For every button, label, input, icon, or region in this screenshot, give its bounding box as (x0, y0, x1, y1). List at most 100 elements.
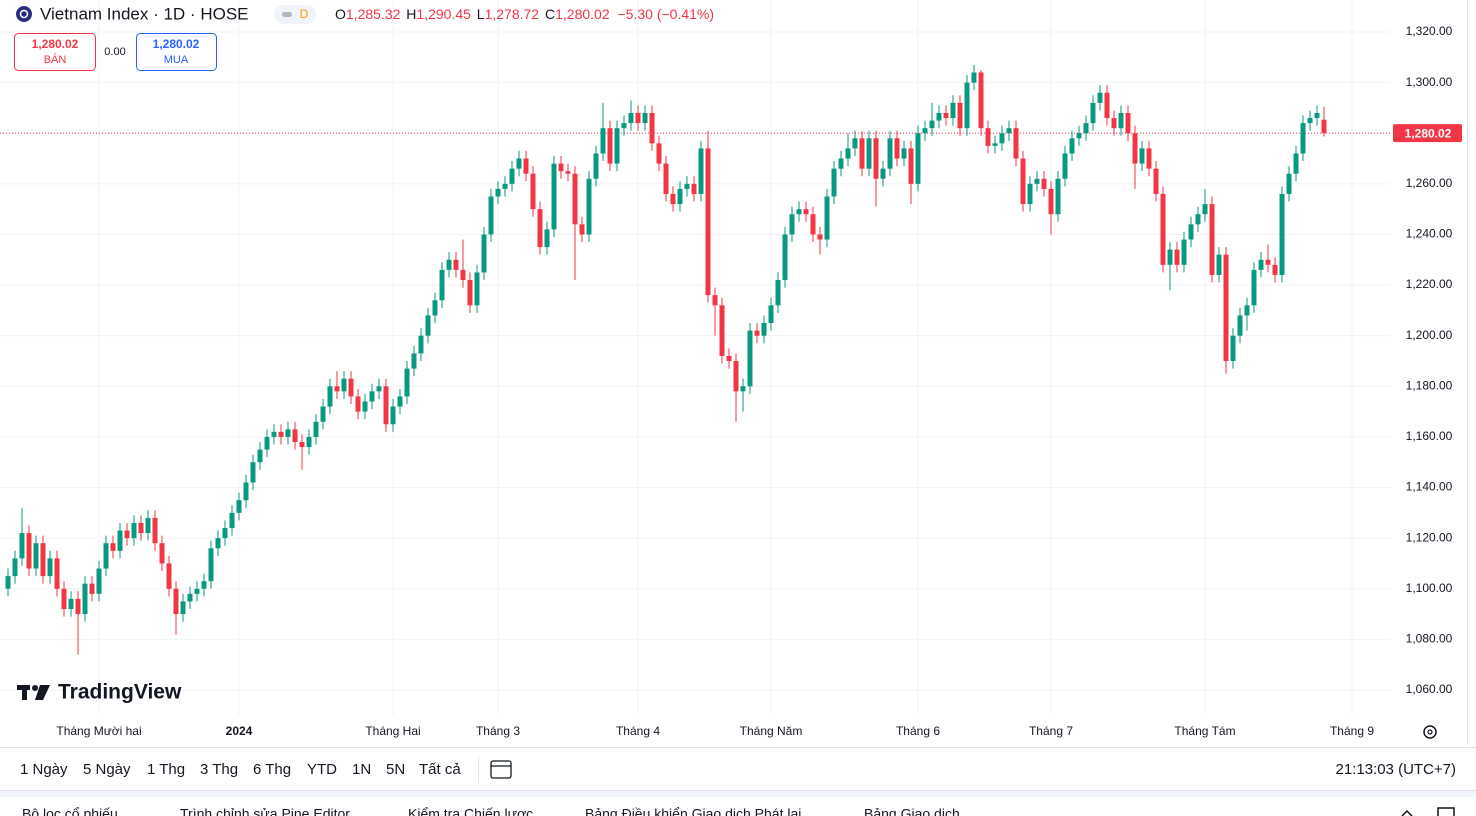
candle-body (1293, 153, 1299, 174)
candle-body (285, 429, 291, 437)
candle-body (999, 133, 1005, 144)
candle-body (824, 196, 830, 240)
badge-dot (282, 12, 292, 17)
candle-body (1048, 188, 1054, 215)
maximize-icon[interactable] (1437, 807, 1455, 816)
range-button[interactable]: 1 Ngày (20, 761, 68, 778)
candle-body (481, 234, 487, 273)
sell-button[interactable] (14, 33, 96, 71)
x-tick-label: Tháng 6 (896, 724, 940, 738)
candle-body (327, 386, 333, 407)
candle-body (677, 188, 683, 205)
tab[interactable]: Bộ lọc cổ phiếu (22, 806, 118, 816)
plot (0, 64, 1390, 655)
candle-body (1160, 193, 1166, 265)
tab[interactable]: Kiểm tra Chiến lược (408, 806, 533, 816)
x-tick-label: Tháng Hai (365, 724, 420, 738)
candle-body (117, 530, 123, 551)
candle-body (1139, 148, 1145, 164)
candle-body (446, 259, 452, 270)
candle-body (222, 528, 228, 539)
candle-body (383, 386, 389, 425)
candle-body (607, 128, 613, 164)
candle-body (229, 512, 235, 529)
candle-body (215, 538, 221, 549)
candle-body (1237, 315, 1243, 336)
candle-body (936, 112, 942, 121)
candle-body (208, 548, 214, 582)
range-button[interactable]: 5 Ngày (83, 761, 131, 778)
gap (0, 791, 1476, 797)
candle-body (432, 300, 438, 316)
candle-body (838, 158, 844, 169)
candle-body (1118, 112, 1124, 129)
candle-body (852, 138, 858, 149)
candle-body (187, 593, 193, 602)
candle-body (978, 72, 984, 129)
candle-body (1195, 214, 1201, 225)
range-button[interactable]: Tất cả (419, 761, 461, 778)
tab[interactable]: Bảng Điều khiển Giao dịch Phát lại (585, 806, 801, 816)
candle-body (488, 196, 494, 235)
range-button[interactable]: YTD (307, 761, 337, 778)
badge (274, 5, 316, 24)
last-price-label: 1,280.02 (1405, 126, 1452, 140)
candle-body (1146, 148, 1152, 169)
range-button[interactable]: 1 Thg (147, 761, 185, 778)
candle-body (908, 148, 914, 184)
candle-body (635, 112, 641, 124)
candle-body (271, 431, 277, 437)
sell-label: BÁN (44, 53, 67, 66)
candle-body (929, 120, 935, 129)
candle-body (1097, 92, 1103, 103)
x-tick-label: Tháng 3 (476, 724, 520, 738)
candle-body (474, 272, 480, 306)
candle-body (89, 583, 95, 594)
date-range-icon[interactable] (490, 760, 512, 779)
candle-body (257, 449, 263, 463)
candle-body (586, 178, 592, 235)
candle-body (390, 406, 396, 425)
candle-body (719, 305, 725, 356)
candle-body (1055, 178, 1061, 215)
range-button[interactable]: 6 Thg (253, 761, 291, 778)
tab[interactable]: Bảng Giao dịch (864, 806, 960, 816)
symbol-logo (19, 9, 29, 19)
range-button[interactable]: 3 Thg (200, 761, 238, 778)
candle-body (663, 163, 669, 194)
candle-body (180, 601, 186, 615)
candle-body (1314, 112, 1320, 119)
tab[interactable]: Trình chỉnh sửa Pine Editor (180, 806, 350, 816)
ohlc-key: C (545, 6, 555, 22)
candle-body (313, 421, 319, 437)
collapse-icon[interactable] (1401, 809, 1413, 816)
candle-body (40, 543, 46, 577)
candle-body (971, 72, 977, 83)
candle-body (985, 128, 991, 146)
range-button[interactable]: 1N (352, 761, 371, 778)
y-tick-label: 1,320.00 (1406, 24, 1453, 38)
watermark: TradingView (58, 681, 182, 704)
settings-icon[interactable] (1423, 725, 1437, 739)
toolbar: 1 Ngày 5 Ngày 1 Thg 3 Thg 6 Thg YTD 1N 5N Tất cả (20, 761, 461, 778)
settings-icon (1427, 729, 1433, 735)
y-tick-label: 1,160.00 (1406, 429, 1453, 443)
ohlc-value: 1,290.45 (416, 6, 471, 22)
x-tick-label: Tháng 9 (1330, 724, 1374, 738)
candle-body (796, 209, 802, 215)
candle-body (565, 171, 571, 174)
candle-body (544, 229, 550, 248)
candle-body (831, 168, 837, 197)
candle-body (397, 396, 403, 407)
candle-body (495, 188, 501, 197)
candle-body (299, 441, 305, 448)
candle-body (12, 558, 18, 577)
candle-body (516, 158, 522, 169)
range-button[interactable]: 5N (386, 761, 405, 778)
buy-button[interactable] (136, 33, 217, 71)
candle-body (110, 543, 116, 551)
candle-body (61, 588, 67, 610)
y-tick-label: 1,100.00 (1406, 581, 1453, 595)
candle-body (243, 482, 249, 501)
